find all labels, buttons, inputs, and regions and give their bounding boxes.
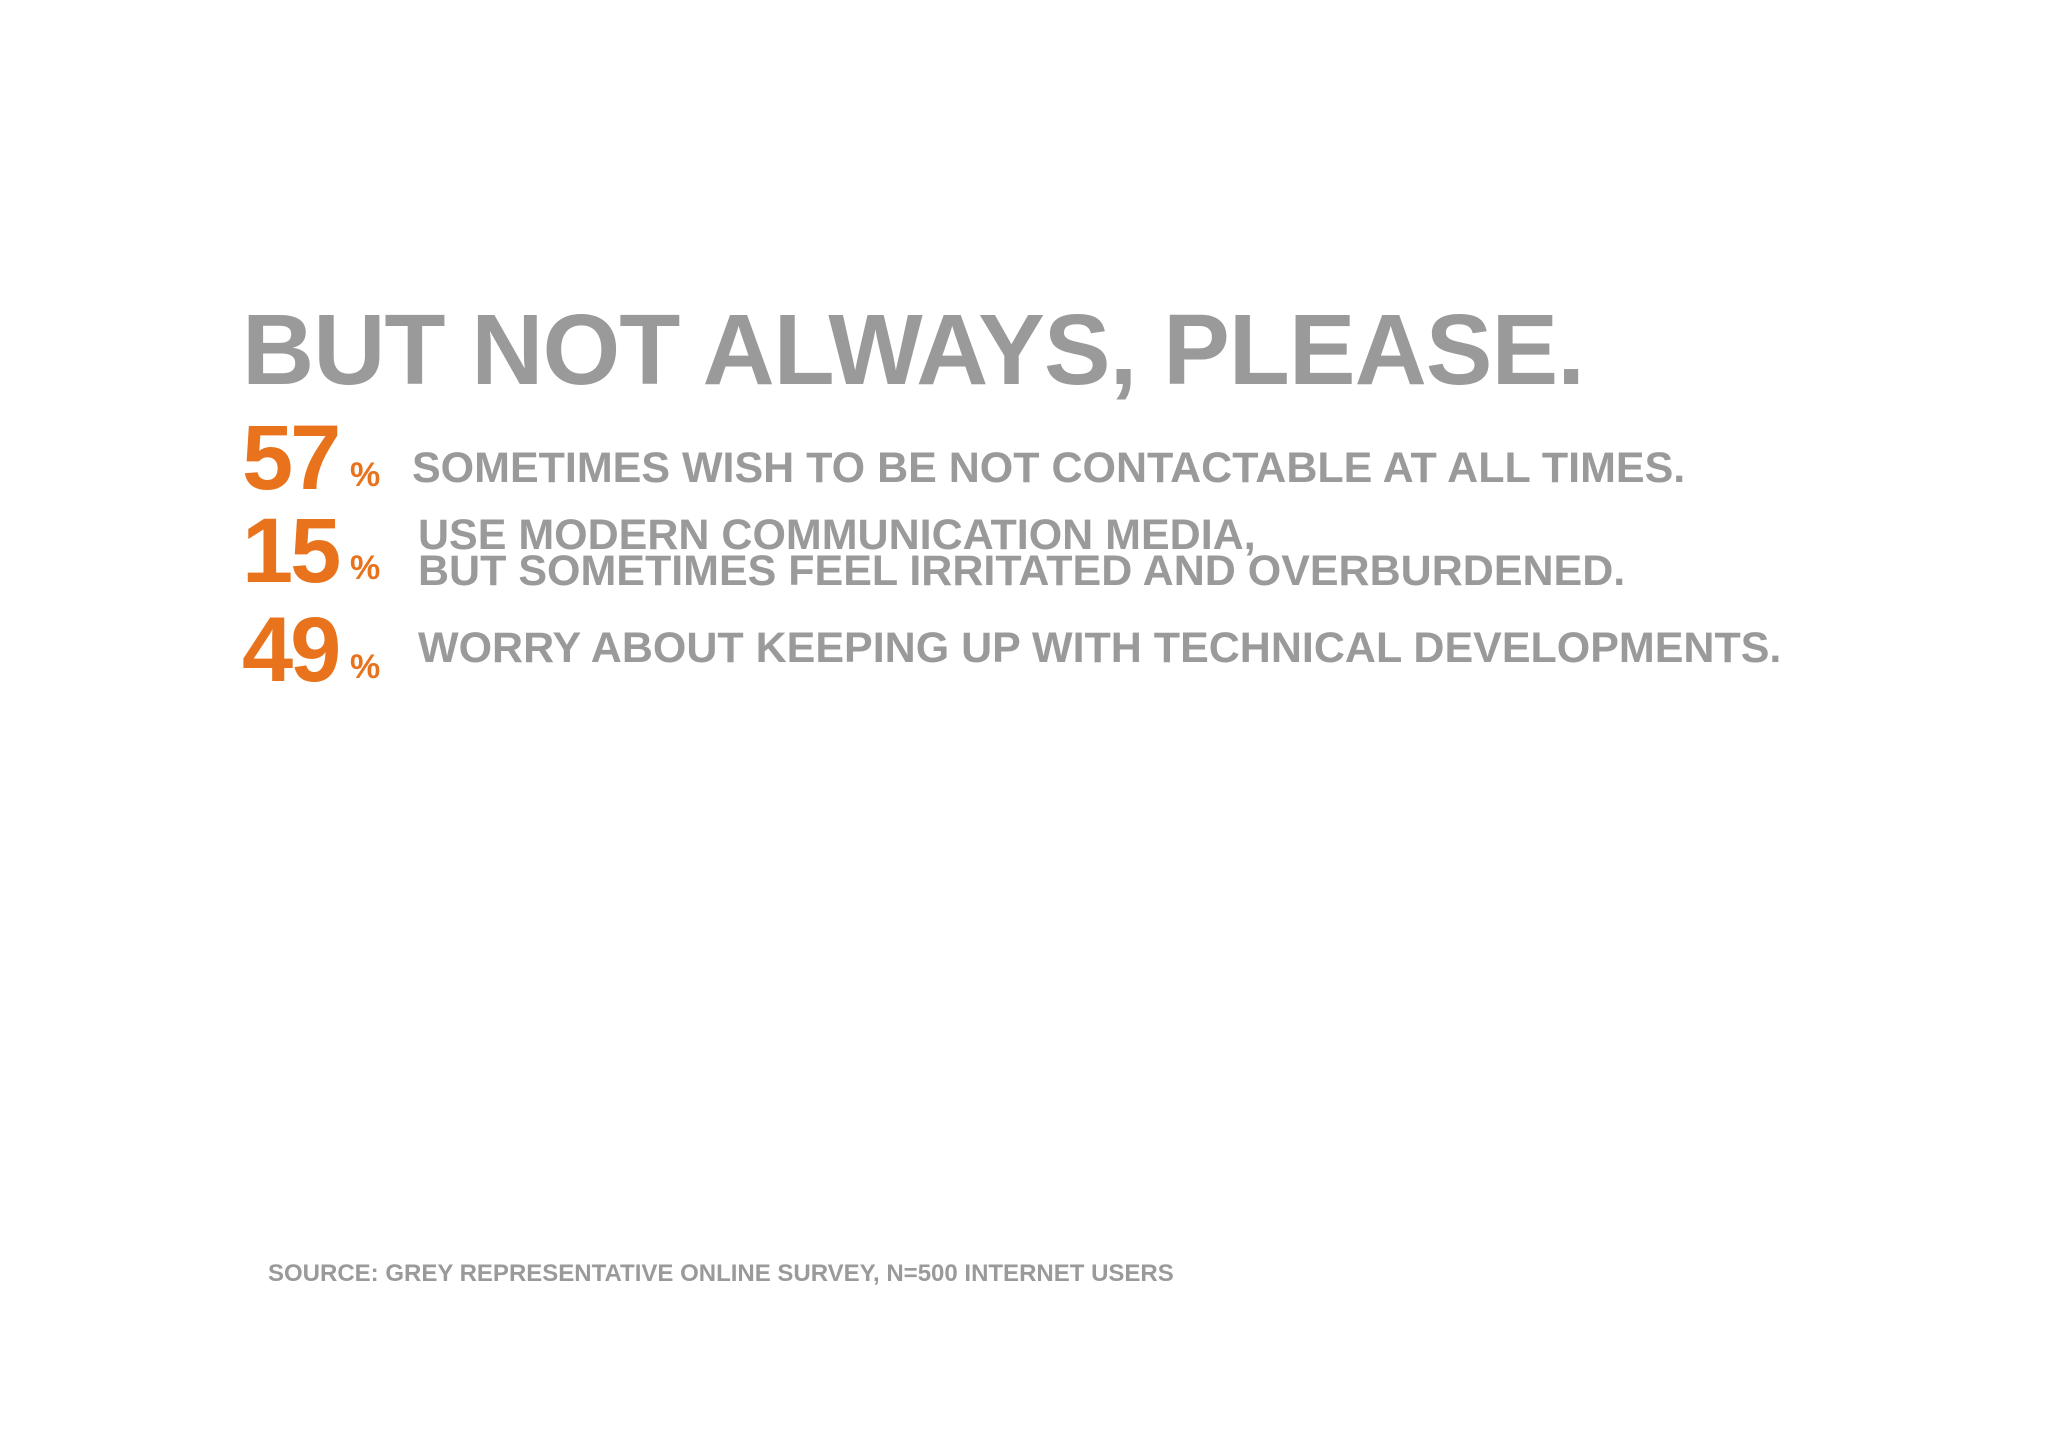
headline: BUT NOT ALWAYS, PLEASE.	[242, 294, 1585, 406]
stat-description: WORRY ABOUT KEEPING UP WITH TECHNICAL DE…	[418, 624, 1782, 672]
stat-description: USE MODERN COMMUNICATION MEDIA, BUT SOME…	[418, 511, 1626, 595]
stat-percent-sign: %	[350, 648, 381, 686]
stat-value: 15	[242, 500, 341, 602]
source-note: SOURCE: GREY REPRESENTATIVE ONLINE SURVE…	[268, 1260, 1174, 1287]
stat-description-line: USE MODERN COMMUNICATION MEDIA,	[418, 511, 1256, 559]
stat-value: 49	[242, 599, 341, 701]
stat-description-line: BUT SOMETIMES FEEL IRRITATED AND OVERBUR…	[418, 547, 1626, 595]
stat-value: 57	[242, 407, 341, 509]
stat-percent-sign: %	[350, 549, 381, 587]
stat-percent-sign: %	[350, 456, 381, 494]
stat-description-line: WORRY ABOUT KEEPING UP WITH TECHNICAL DE…	[418, 624, 1782, 672]
stat-description-line: SOMETIMES WISH TO BE NOT CONTACTABLE AT …	[412, 444, 1686, 492]
stat-description: SOMETIMES WISH TO BE NOT CONTACTABLE AT …	[412, 444, 1686, 492]
